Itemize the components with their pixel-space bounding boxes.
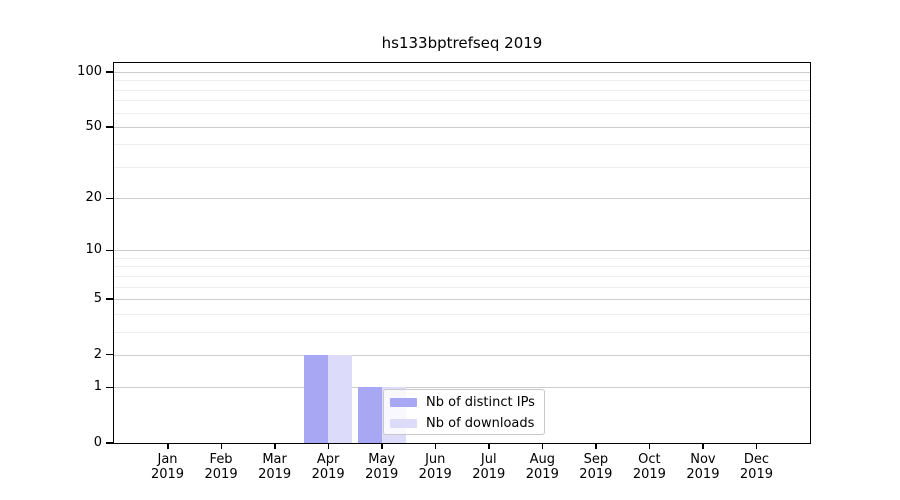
- y-tick-label: 2: [93, 346, 102, 362]
- legend-item: Nb of distinct IPs: [390, 393, 544, 411]
- x-tick-mark: [327, 444, 330, 449]
- gridline-major: [114, 198, 810, 200]
- legend: Nb of distinct IPs Nb of downloads: [383, 389, 545, 435]
- x-tick-mark: [595, 444, 597, 449]
- gridline-minor: [114, 89, 810, 91]
- y-tick-mark: [106, 249, 113, 251]
- gridline-minor: [114, 286, 810, 288]
- x-tick-mark: [274, 444, 276, 449]
- x-tick-label: Aug 2019: [525, 452, 559, 482]
- x-tick-label: May 2019: [365, 452, 399, 482]
- y-tick-label: 10: [85, 242, 102, 258]
- gridline-major: [114, 298, 810, 300]
- legend-label: Nb of downloads: [426, 415, 535, 431]
- gridline-minor: [114, 257, 810, 259]
- y-tick-label: 50: [85, 118, 102, 134]
- y-tick-label: 1: [93, 379, 102, 395]
- x-tick-label: Dec 2019: [739, 452, 773, 482]
- x-tick-mark: [220, 444, 223, 449]
- gridline-major: [114, 250, 810, 252]
- x-tick-mark: [488, 444, 490, 449]
- y-tick-mark: [106, 298, 113, 300]
- gridline-minor: [114, 331, 810, 333]
- x-tick-label: Sep 2019: [579, 452, 613, 482]
- gridline-minor: [114, 112, 810, 114]
- legend-swatch: [390, 397, 417, 407]
- legend-item: Nb of downloads: [390, 414, 544, 432]
- x-tick-mark: [434, 444, 437, 449]
- gridline-major: [114, 354, 810, 356]
- y-tick-mark: [106, 353, 113, 356]
- y-tick-label: 100: [77, 64, 102, 80]
- plot-area: [113, 62, 811, 444]
- x-tick-mark: [702, 444, 704, 449]
- x-tick-label: Apr 2019: [311, 452, 345, 482]
- y-tick-mark: [106, 442, 113, 444]
- gridline-major: [114, 126, 810, 128]
- legend-swatch: [390, 418, 417, 428]
- bar: [304, 354, 329, 443]
- gridline-major: [114, 72, 810, 74]
- x-tick-mark: [755, 444, 758, 449]
- y-tick-label: 20: [85, 190, 102, 206]
- bar: [328, 354, 353, 443]
- x-tick-mark: [167, 444, 169, 449]
- x-tick-mark: [381, 444, 383, 449]
- bar: [357, 387, 382, 443]
- gridline-major: [114, 387, 810, 389]
- gridline-minor: [114, 275, 810, 277]
- x-tick-label: Nov 2019: [686, 452, 720, 482]
- x-tick-mark: [541, 444, 544, 449]
- x-tick-label: Oct 2019: [632, 452, 666, 482]
- gridline-minor: [114, 100, 810, 102]
- gridline-minor: [114, 266, 810, 268]
- gridline-minor: [114, 166, 810, 168]
- chart-title: hs133bptrefseq 2019: [381, 34, 543, 52]
- x-tick-label: Mar 2019: [258, 452, 292, 482]
- y-tick-label: 5: [93, 290, 102, 306]
- y-tick-mark: [106, 71, 113, 73]
- gridline-minor: [114, 313, 810, 315]
- y-tick-mark: [106, 126, 113, 128]
- x-tick-label: Jul 2019: [472, 452, 506, 482]
- x-tick-label: Jun 2019: [418, 452, 452, 482]
- x-tick-mark: [648, 444, 651, 449]
- y-tick-label: 0: [93, 435, 102, 450]
- legend-label: Nb of distinct IPs: [426, 394, 535, 410]
- gridline-minor: [114, 144, 810, 146]
- y-tick-mark: [106, 197, 113, 200]
- x-tick-label: Jan 2019: [150, 452, 185, 482]
- x-tick-label: Feb 2019: [204, 452, 238, 482]
- y-tick-mark: [106, 386, 113, 389]
- gridline-minor: [114, 80, 810, 82]
